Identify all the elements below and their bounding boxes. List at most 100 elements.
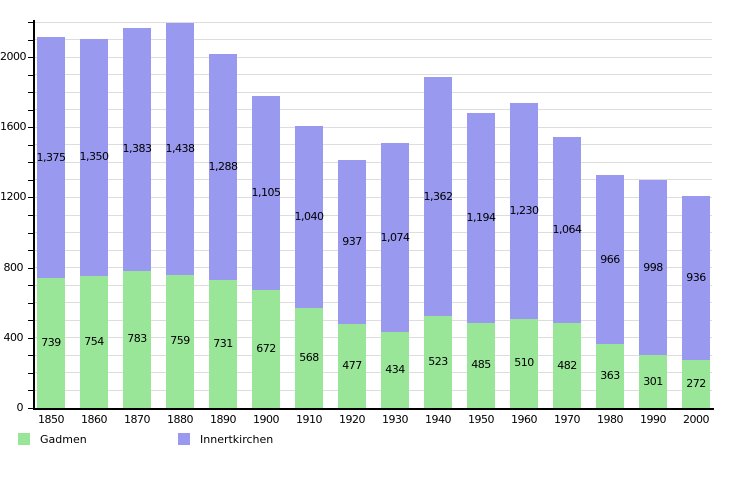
value-label-gadmen: 485 xyxy=(471,358,491,372)
value-label-gadmen: 363 xyxy=(600,369,620,383)
value-label-gadmen: 759 xyxy=(170,334,190,348)
value-label-innertkirchen: 966 xyxy=(600,252,620,266)
bar-segment-innertkirchen xyxy=(37,37,65,279)
bar-segment-gadmen xyxy=(510,318,538,408)
value-label-innertkirchen: 1,350 xyxy=(79,150,110,164)
y-axis-tick xyxy=(28,215,34,216)
gridline xyxy=(35,302,712,304)
bar-segment-innertkirchen xyxy=(338,159,366,325)
gridline xyxy=(35,249,712,251)
value-label-innertkirchen: 1,375 xyxy=(36,150,67,164)
value-label-gadmen: 672 xyxy=(256,342,276,356)
x-axis-label: 1910 xyxy=(296,413,323,426)
x-axis-label: 1950 xyxy=(468,413,495,426)
bar-segment-gadmen xyxy=(295,308,323,408)
bar-segment-gadmen xyxy=(682,360,710,408)
gridline xyxy=(35,126,712,128)
x-axis-label: 1850 xyxy=(38,413,65,426)
value-label-gadmen: 523 xyxy=(428,355,448,369)
y-axis-tick xyxy=(28,267,34,269)
y-axis-tick xyxy=(28,390,34,392)
bar-segment-innertkirchen xyxy=(381,143,409,332)
y-axis-tick xyxy=(28,320,34,322)
y-axis-tick xyxy=(28,232,34,234)
bar-segment-gadmen xyxy=(338,324,366,408)
gridline xyxy=(35,109,712,111)
y-axis-tick xyxy=(28,302,34,304)
bar-segment-gadmen xyxy=(166,274,194,408)
bar-segment-gadmen xyxy=(553,323,581,408)
x-axis-label: 1990 xyxy=(640,413,667,426)
y-axis-label: 1200 xyxy=(0,190,27,204)
y-axis-tick xyxy=(28,57,34,59)
gridline xyxy=(35,91,712,93)
y-axis-label: 0 xyxy=(16,401,24,414)
bar-segment-innertkirchen xyxy=(123,27,151,271)
legend-swatch-gadmen xyxy=(18,433,30,445)
bar-segment-gadmen xyxy=(252,290,280,408)
bar-segment-gadmen xyxy=(209,279,237,408)
gridline xyxy=(35,74,712,76)
y-axis-label: 1600 xyxy=(0,120,27,134)
bar-segment-innertkirchen xyxy=(510,102,538,319)
y-axis-label: 2000 xyxy=(0,50,27,64)
value-label-gadmen: 482 xyxy=(557,358,577,372)
value-label-gadmen: 272 xyxy=(686,377,706,391)
y-axis-tick xyxy=(28,372,34,374)
bar-segment-gadmen xyxy=(381,331,409,408)
value-label-gadmen: 739 xyxy=(41,336,61,350)
value-label-innertkirchen: 937 xyxy=(342,235,362,249)
y-axis-tick xyxy=(28,109,34,111)
x-axis-label: 1940 xyxy=(425,413,452,426)
gridline xyxy=(35,319,712,321)
bar-segment-innertkirchen xyxy=(639,180,667,356)
bar-segment-innertkirchen xyxy=(682,196,710,361)
value-label-gadmen: 510 xyxy=(514,356,534,370)
bar-segment-gadmen xyxy=(467,322,495,408)
value-label-gadmen: 568 xyxy=(299,351,319,365)
value-label-innertkirchen: 1,040 xyxy=(294,210,325,224)
bar-segment-gadmen xyxy=(37,278,65,408)
x-axis-label: 1880 xyxy=(167,413,194,426)
gridline xyxy=(35,284,712,286)
x-axis-label: 1960 xyxy=(511,413,538,426)
value-label-innertkirchen: 1,362 xyxy=(423,189,454,203)
value-label-innertkirchen: 1,105 xyxy=(251,186,282,200)
gridline xyxy=(35,354,712,356)
value-label-innertkirchen: 1,074 xyxy=(380,230,411,244)
value-label-innertkirchen: 1,438 xyxy=(165,141,196,155)
y-axis-tick xyxy=(28,22,34,23)
legend-label-innertkirchen: Innertkirchen xyxy=(200,433,274,446)
y-axis-label: 800 xyxy=(3,260,24,274)
bar-segment-gadmen xyxy=(80,275,108,408)
gridline xyxy=(35,144,712,146)
y-axis-tick xyxy=(28,162,34,164)
value-label-gadmen: 731 xyxy=(213,336,233,350)
bar-segment-innertkirchen xyxy=(209,53,237,280)
bar-segment-gadmen xyxy=(639,355,667,408)
legend-swatch-innertkirchen xyxy=(178,433,190,445)
value-label-gadmen: 434 xyxy=(385,362,405,376)
y-axis-tick xyxy=(28,197,34,199)
value-label-innertkirchen: 1,288 xyxy=(208,159,239,173)
y-axis-tick xyxy=(28,127,34,129)
x-axis-label: 1890 xyxy=(210,413,237,426)
value-label-innertkirchen: 998 xyxy=(643,260,663,274)
value-label-innertkirchen: 1,194 xyxy=(466,211,497,225)
value-label-innertkirchen: 936 xyxy=(686,271,706,285)
y-axis-tick xyxy=(28,408,34,409)
y-axis-tick xyxy=(28,250,34,252)
gridline xyxy=(35,161,712,163)
x-axis-label: 2000 xyxy=(683,413,710,426)
value-label-innertkirchen: 1,383 xyxy=(122,142,153,156)
y-axis-tick xyxy=(28,74,34,76)
x-axis-line xyxy=(33,408,714,410)
x-axis-label: 1970 xyxy=(554,413,581,426)
legend-label-gadmen: Gadmen xyxy=(40,433,87,446)
y-axis-tick xyxy=(28,144,34,146)
x-axis-label: 1860 xyxy=(81,413,108,426)
bar-segment-gadmen xyxy=(424,316,452,408)
bar-segment-gadmen xyxy=(596,344,624,408)
y-axis-tick xyxy=(28,355,34,357)
bar-segment-innertkirchen xyxy=(424,77,452,317)
